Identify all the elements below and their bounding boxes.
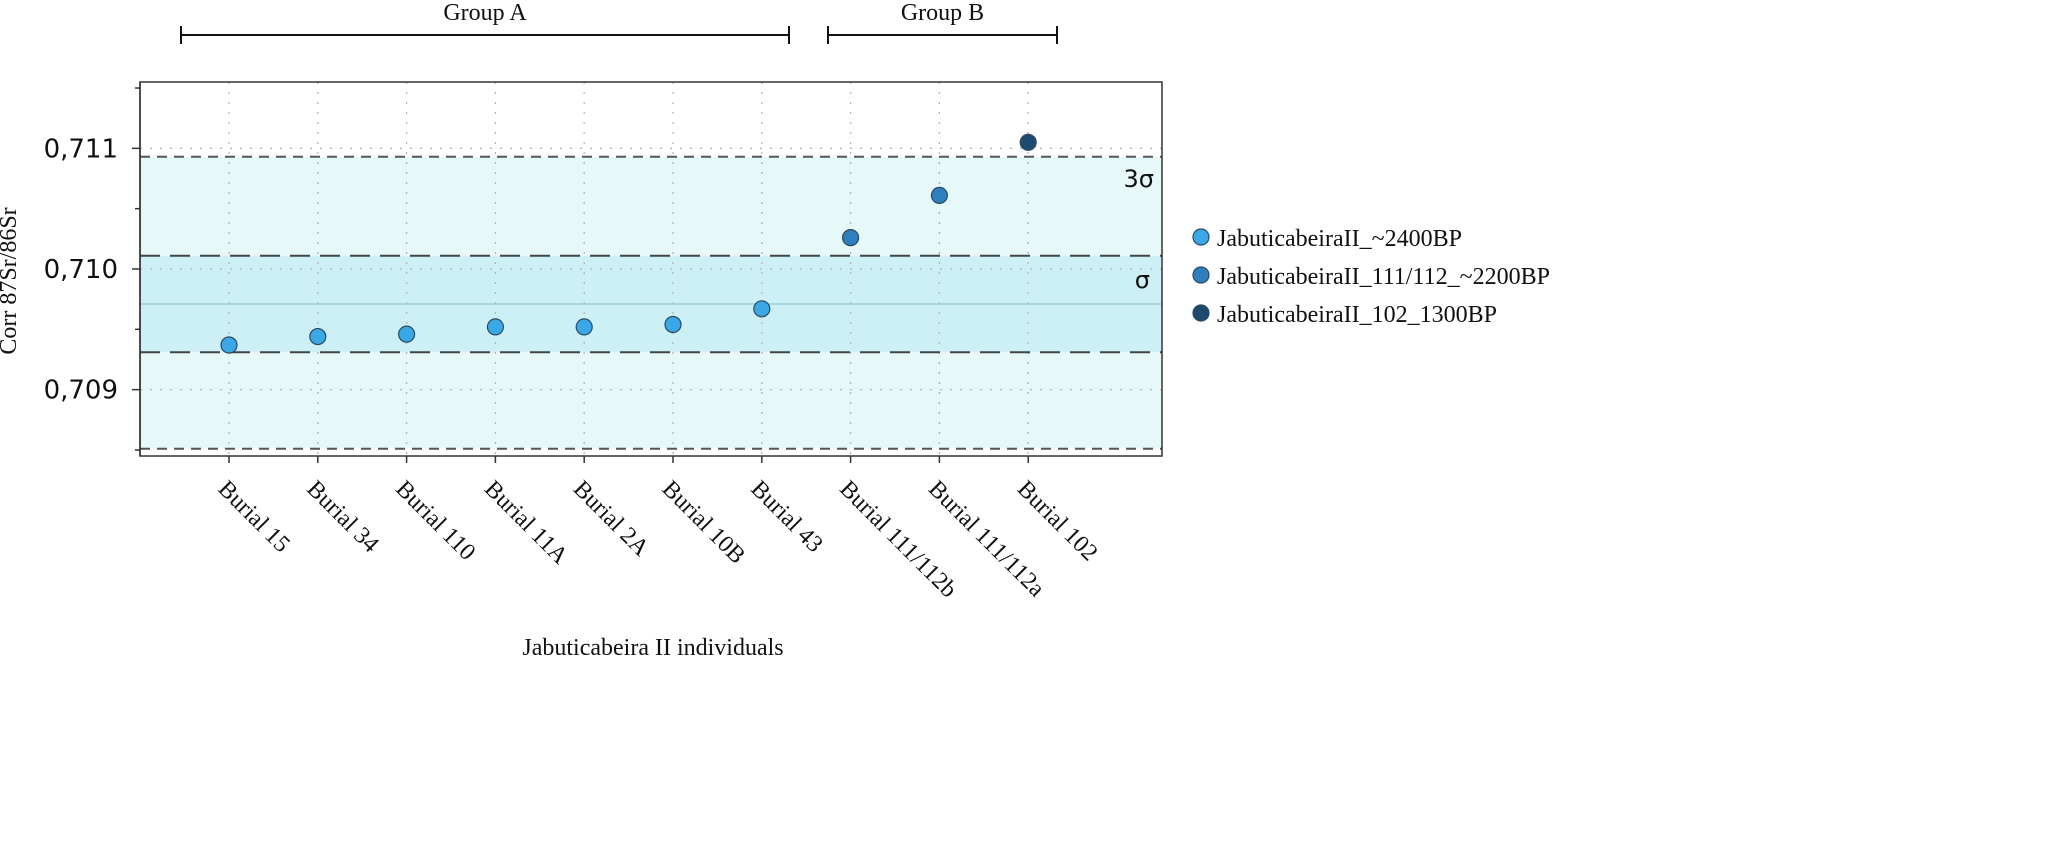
data-point xyxy=(486,318,504,336)
data-point xyxy=(575,318,593,336)
y-tick-label: 0,710 xyxy=(44,255,118,285)
x-tick-label: Burial 110 xyxy=(390,476,480,566)
legend-label: JabuticabeiraII_102_1300BP xyxy=(1217,302,1497,328)
x-tick-label: Burial 10B xyxy=(657,476,750,569)
x-tick-label: Burial 11A xyxy=(479,476,573,570)
group-label: Group B xyxy=(901,0,984,26)
data-point xyxy=(309,327,327,346)
legend-marker xyxy=(1192,266,1210,284)
y-axis: 0,709 0,710 0,711 xyxy=(44,82,141,456)
legend-label: JabuticabeiraII_111/112_~2200BP xyxy=(1217,264,1550,290)
x-tick-label: Burial 43 xyxy=(746,476,828,558)
x-tick-label: Burial 34 xyxy=(302,476,384,558)
x-tick-label: Burial 102 xyxy=(1012,476,1103,567)
y-axis-label: Corr 87Sr/86Sr xyxy=(0,207,22,354)
group-label: Group A xyxy=(443,0,527,26)
x-axis-label: Jabuticabeira II individuals xyxy=(522,635,783,661)
legend-label: JabuticabeiraII_~2400BP xyxy=(1217,226,1462,252)
gridlines xyxy=(140,82,1162,456)
legend-marker xyxy=(1192,304,1210,322)
sigma-label: σ xyxy=(1135,266,1150,294)
legend-marker xyxy=(1192,228,1210,246)
x-tick-label: Burial 2A xyxy=(568,476,654,562)
data-point xyxy=(220,336,238,354)
y-tick-label: 0,709 xyxy=(44,376,118,406)
data-points xyxy=(220,133,1037,354)
y-tick-label: 0,711 xyxy=(44,134,118,164)
plot-area: 3σ σ xyxy=(139,81,1163,457)
x-tick-label: Burial 15 xyxy=(213,476,295,558)
three-sigma-label: 3σ xyxy=(1124,165,1154,193)
legend: JabuticabeiraII_~2400BP JabuticabeiraII_1… xyxy=(1192,226,1550,328)
data-point xyxy=(841,229,860,247)
data-point xyxy=(930,186,949,205)
data-point xyxy=(398,325,416,343)
group-brackets: Group A Group B xyxy=(180,0,1058,44)
data-point xyxy=(753,300,771,318)
data-point xyxy=(664,315,682,334)
data-point xyxy=(1019,133,1037,151)
